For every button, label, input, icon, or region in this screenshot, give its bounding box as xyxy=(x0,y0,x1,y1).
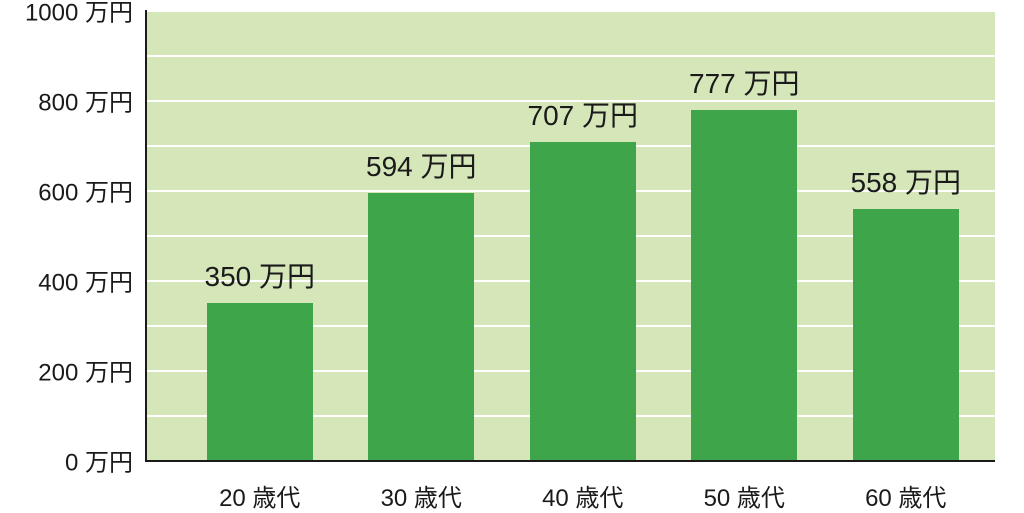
y-tick-label: 200 万円 xyxy=(38,353,133,388)
bar xyxy=(207,303,313,461)
gridline xyxy=(145,55,995,57)
y-tick-label: 1000 万円 xyxy=(25,0,133,28)
bar xyxy=(368,193,474,460)
income-by-age-bar-chart: 350 万円 594 万円 707 万円 777 万円 558 万円 20 歳代 30 歳代… xyxy=(0,0,1024,513)
y-tick-label: 0 万円 xyxy=(65,443,133,478)
plot-area: 350 万円 594 万円 707 万円 777 万円 558 万円 xyxy=(145,10,995,460)
gridline xyxy=(145,10,995,12)
y-tick-label: 400 万円 xyxy=(38,263,133,298)
bar-value-label: 777 万円 xyxy=(689,62,800,102)
bar xyxy=(530,142,636,460)
y-tick-label: 600 万円 xyxy=(38,173,133,208)
x-axis-line xyxy=(145,460,995,462)
bar-value-label: 707 万円 xyxy=(528,94,639,134)
x-tick-label: 60 歳代 xyxy=(865,478,946,513)
bar-value-label: 350 万円 xyxy=(205,255,316,295)
x-tick-label: 50 歳代 xyxy=(704,478,785,513)
x-tick-label: 40 歳代 xyxy=(542,478,623,513)
bar xyxy=(853,209,959,460)
bar-value-label: 558 万円 xyxy=(851,161,962,201)
y-tick-label: 800 万円 xyxy=(38,83,133,118)
x-tick-label: 30 歳代 xyxy=(381,478,462,513)
bar-value-label: 594 万円 xyxy=(366,145,477,185)
y-axis-line xyxy=(145,10,147,460)
bar xyxy=(691,110,797,460)
x-tick-label: 20 歳代 xyxy=(219,478,300,513)
